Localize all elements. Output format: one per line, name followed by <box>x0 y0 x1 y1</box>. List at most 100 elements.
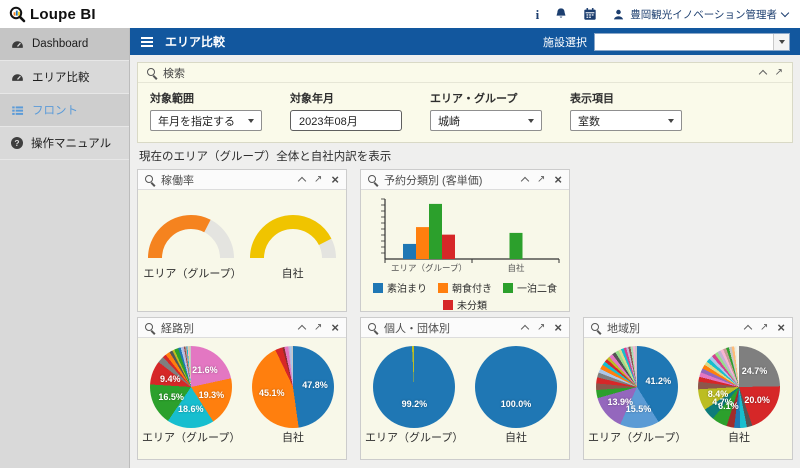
app-logo[interactable]: Loupe BI <box>8 5 96 24</box>
pie-label: 自社 <box>282 432 304 444</box>
close-icon[interactable]: × <box>331 172 339 187</box>
collapse-icon[interactable] <box>758 69 767 79</box>
search-panel-header: 検索 ↗ <box>138 63 792 83</box>
sidebar-item-label: フロント <box>32 105 78 117</box>
gauge-icon <box>12 40 23 48</box>
expand-icon[interactable]: ↗ <box>314 321 323 333</box>
bar-chart-legend: 素泊まり 朝食付き 一泊二食未分類 <box>361 279 569 311</box>
panel-title: 経路別 <box>161 322 194 335</box>
expand-icon[interactable]: ↗ <box>760 321 769 333</box>
collapse-icon[interactable] <box>297 324 307 334</box>
search-icon <box>145 322 155 333</box>
user-icon <box>614 9 624 19</box>
calendar-icon[interactable] <box>583 7 597 21</box>
pie-chart[interactable]: 21.6% 19.3% 18.6% 16.5% 9.4% エリア（グループ） 47.8%… <box>138 338 346 445</box>
expand-icon[interactable]: ↗ <box>774 66 783 78</box>
gauge-area-group: エリア（グループ） <box>143 207 242 281</box>
input-value: 2023年08月 <box>299 115 358 128</box>
panel-title: 地域別 <box>607 322 640 335</box>
area-group-select[interactable]: 城崎 <box>430 110 542 131</box>
facility-select[interactable] <box>594 32 790 51</box>
pie-graphic: 47.8% 45.1% <box>252 346 334 428</box>
legend-item[interactable]: 一泊二食 <box>503 280 557 295</box>
svg-text:エリア（グループ）: エリア（グループ） <box>391 263 467 273</box>
page-titlebar: エリア比較 施設選択 <box>130 28 800 55</box>
collapse-icon[interactable] <box>520 176 530 186</box>
search-icon <box>591 322 601 333</box>
list-icon <box>12 105 24 115</box>
collapse-icon[interactable] <box>297 176 307 186</box>
panel-header: 個人・団体別 ↗ × <box>361 318 569 338</box>
bell-icon[interactable] <box>554 7 568 21</box>
pie-graphic: 21.6% 19.3% 18.6% 16.5% 9.4% <box>150 346 232 428</box>
question-icon: ? <box>11 137 23 149</box>
close-icon[interactable]: × <box>554 320 562 335</box>
expand-icon[interactable]: ↗ <box>537 173 546 185</box>
panel-title: 稼働率 <box>161 174 194 187</box>
page-title: エリア比較 <box>165 35 226 49</box>
expand-icon[interactable]: ↗ <box>314 173 323 185</box>
legend-item[interactable]: 素泊まり <box>373 280 427 295</box>
pie-area-group: 99.2% エリア（グループ） <box>365 346 463 445</box>
pie-label: 自社 <box>505 432 527 444</box>
hamburger-menu-icon[interactable] <box>141 36 153 47</box>
top-header: Loupe BI i 豊岡観光イノベーション管理者 <box>0 0 800 28</box>
sidebar-item-label: Dashboard <box>32 38 89 50</box>
target-range-select[interactable]: 年月を指定する <box>150 110 262 131</box>
close-icon[interactable]: × <box>554 172 562 187</box>
panel-channel: 経路別 ↗ × 21.6% 19.3% 18.6% 16.5% 9.4% エリア（グループ… <box>137 317 347 460</box>
gauge-label: エリア（グループ） <box>143 268 242 280</box>
pie-label: 自社 <box>728 432 750 444</box>
search-icon <box>368 174 378 185</box>
panel-reservation-class: 予約分類別 (客単価) ↗ × エリア（グループ） 自社 素泊まり 朝食付き 一泊二食未… <box>360 169 570 312</box>
collapse-icon[interactable] <box>520 324 530 334</box>
facility-select-label: 施設選択 <box>543 36 587 49</box>
field-label: 対象範囲 <box>150 93 194 105</box>
close-icon[interactable]: × <box>777 320 785 335</box>
sidebar-item-manual[interactable]: ? 操作マニュアル <box>0 127 129 160</box>
gauge-chart[interactable]: エリア（グループ） 自社 <box>138 190 346 281</box>
select-value: 室数 <box>578 115 600 128</box>
panel-header: 地域別 ↗ × <box>584 318 792 338</box>
facility-select-arrow-button[interactable] <box>773 33 789 50</box>
user-name: 豊岡観光イノベーション管理者 <box>630 8 777 21</box>
sidebar-item-dashboard[interactable]: Dashboard <box>0 28 129 61</box>
gauge-label: 自社 <box>281 268 304 280</box>
display-item-select[interactable]: 室数 <box>570 110 682 131</box>
logo-text: Loupe BI <box>30 5 96 23</box>
legend-item[interactable]: 未分類 <box>443 297 487 311</box>
search-icon <box>145 174 155 185</box>
user-menu[interactable]: 豊岡観光イノベーション管理者 <box>612 7 790 22</box>
gauge-arc <box>245 207 341 266</box>
panel-occupancy: 稼働率 ↗ × エリア（グループ） 自社 <box>137 169 347 312</box>
field-label: エリア・グループ <box>430 93 518 105</box>
sidebar-item-front[interactable]: フロント <box>0 94 129 127</box>
field-display-item: 表示項目 室数 <box>570 90 682 131</box>
pie-graphic: 24.7% 20.0% 6.1% 4.7% 8.4% <box>698 346 780 428</box>
panel-region: 地域別 ↗ × 41.2% 15.5% 13.9% エリア（グループ） 24.7% 20… <box>583 317 793 460</box>
logo-magnifier-icon <box>9 6 26 22</box>
sidebar-item-area-compare[interactable]: エリア比較 <box>0 61 129 94</box>
bar-chart[interactable]: エリア（グループ） 自社 素泊まり 朝食付き 一泊二食未分類 <box>361 190 569 311</box>
pie-area-group: 21.6% 19.3% 18.6% 16.5% 9.4% エリア（グループ） <box>142 346 240 445</box>
collapse-icon[interactable] <box>743 324 753 334</box>
chevron-down-icon <box>780 8 790 17</box>
field-label: 表示項目 <box>570 93 614 105</box>
legend-item[interactable]: 朝食付き <box>438 280 492 295</box>
close-icon[interactable]: × <box>331 320 339 335</box>
content-area: 検索 ↗ 対象範囲 年月を指定する <box>130 55 800 460</box>
pie-label: エリア（グループ） <box>142 432 241 444</box>
select-value: 城崎 <box>438 115 460 128</box>
info-icon[interactable]: i <box>535 6 540 22</box>
expand-icon[interactable]: ↗ <box>537 321 546 333</box>
pie-own-company: 24.7% 20.0% 6.1% 4.7% 8.4% 自社 <box>690 346 788 445</box>
pie-own-company: 100.0% 自社 <box>467 346 565 445</box>
panels-grid: 稼働率 ↗ × エリア（グループ） 自社 <box>137 169 793 460</box>
pie-chart[interactable]: 99.2% エリア（グループ） 100.0% 自社 <box>361 338 569 445</box>
search-panel: 検索 ↗ 対象範囲 年月を指定する <box>137 62 793 143</box>
target-month-input[interactable]: 2023年08月 <box>290 110 402 131</box>
search-icon <box>368 322 378 333</box>
pie-chart[interactable]: 41.2% 15.5% 13.9% エリア（グループ） 24.7% 20.0% 6.1%… <box>584 338 792 445</box>
bar-chart-plot: エリア（グループ） 自社 <box>361 195 569 279</box>
